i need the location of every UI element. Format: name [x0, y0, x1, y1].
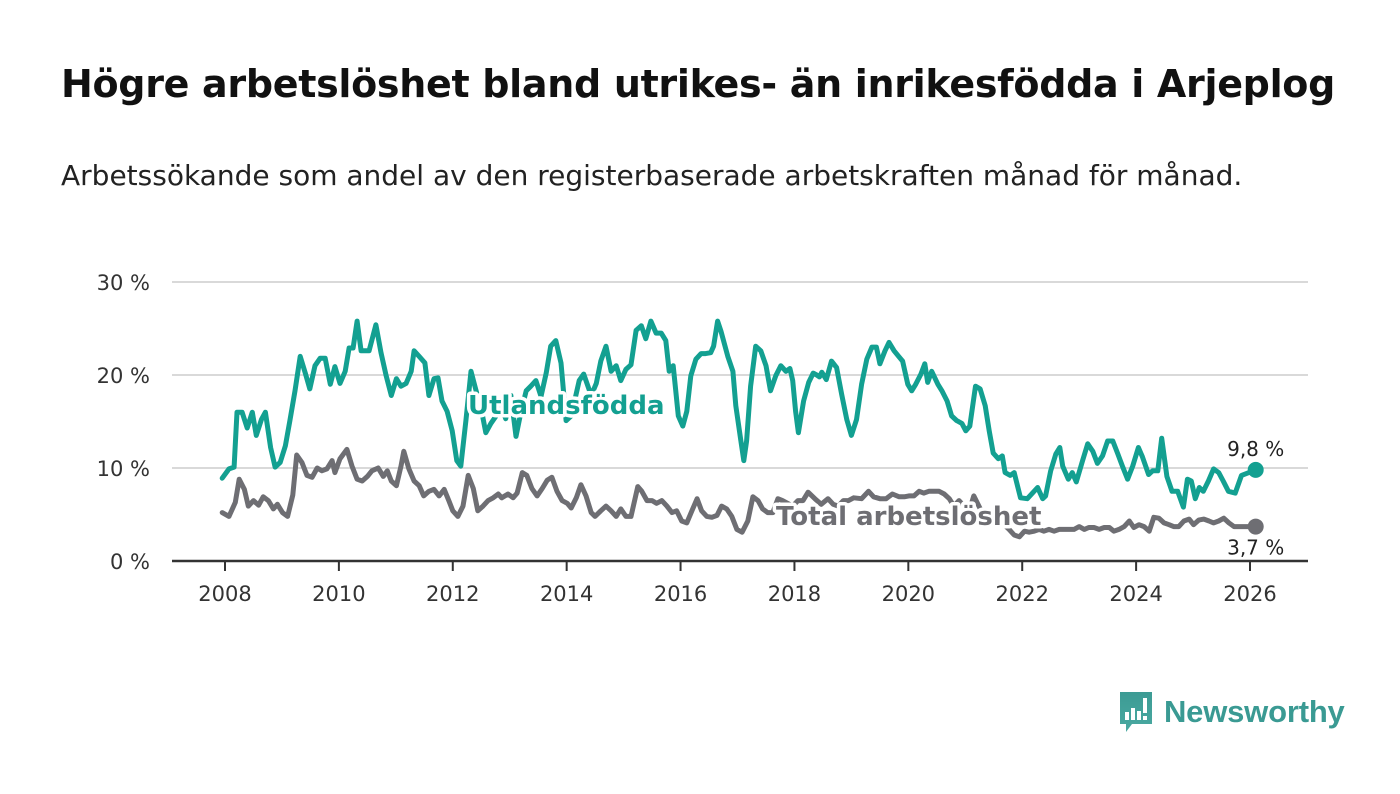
- series-line-total: [219, 446, 1259, 540]
- brand-name: Newsworthy: [1164, 694, 1345, 729]
- x-tick-label: 2016: [654, 582, 707, 606]
- chart-title: Högre arbetslöshet bland utrikes- än inr…: [61, 62, 1336, 106]
- x-tick-label: 2022: [995, 582, 1048, 606]
- y-axis-ticks: 0 % 10 % 20 % 30 %: [97, 271, 150, 574]
- series-label-utlandsfodda: Utlandsfödda: [468, 391, 665, 421]
- series-line-utlandsfodda: [219, 318, 1259, 510]
- gridlines: [172, 281, 1308, 469]
- x-tick-label: 2024: [1109, 582, 1162, 606]
- x-tick-label: 2014: [540, 582, 593, 606]
- end-point-marker: [1247, 518, 1264, 535]
- newsworthy-logo: Newsworthy: [1118, 690, 1345, 734]
- x-tick-label: 2018: [768, 582, 821, 606]
- x-tick-label: 2008: [198, 582, 251, 606]
- y-tick-label: 20 %: [97, 364, 150, 388]
- y-tick-label: 30 %: [97, 271, 150, 295]
- y-tick-label: 10 %: [97, 457, 150, 481]
- end-value-label-utlandsfodda: 9,8 %: [1227, 437, 1284, 461]
- series-labels: Utlandsfödda Total arbetslöshet 9,8 % 3,7 %: [465, 388, 1287, 563]
- chart-speech-bubble-icon: [1120, 692, 1152, 732]
- chart-subtitle: Arbetssökande som andel av den registerb…: [61, 159, 1243, 192]
- x-tick-label: 2026: [1223, 582, 1276, 606]
- end-value-label-total: 3,7 %: [1227, 536, 1284, 560]
- x-axis: 2008 2010 2012 2014 2016 2018 2020 2022 2024 2026: [172, 559, 1308, 606]
- x-tick-label: 2020: [882, 582, 935, 606]
- x-tick-label: 2012: [426, 582, 479, 606]
- series-lines: [219, 318, 1264, 540]
- end-point-marker: [1247, 461, 1264, 478]
- y-tick-label: 0 %: [110, 550, 150, 574]
- x-tick-label: 2010: [312, 582, 365, 606]
- series-label-total: Total arbetslöshet: [776, 502, 1041, 532]
